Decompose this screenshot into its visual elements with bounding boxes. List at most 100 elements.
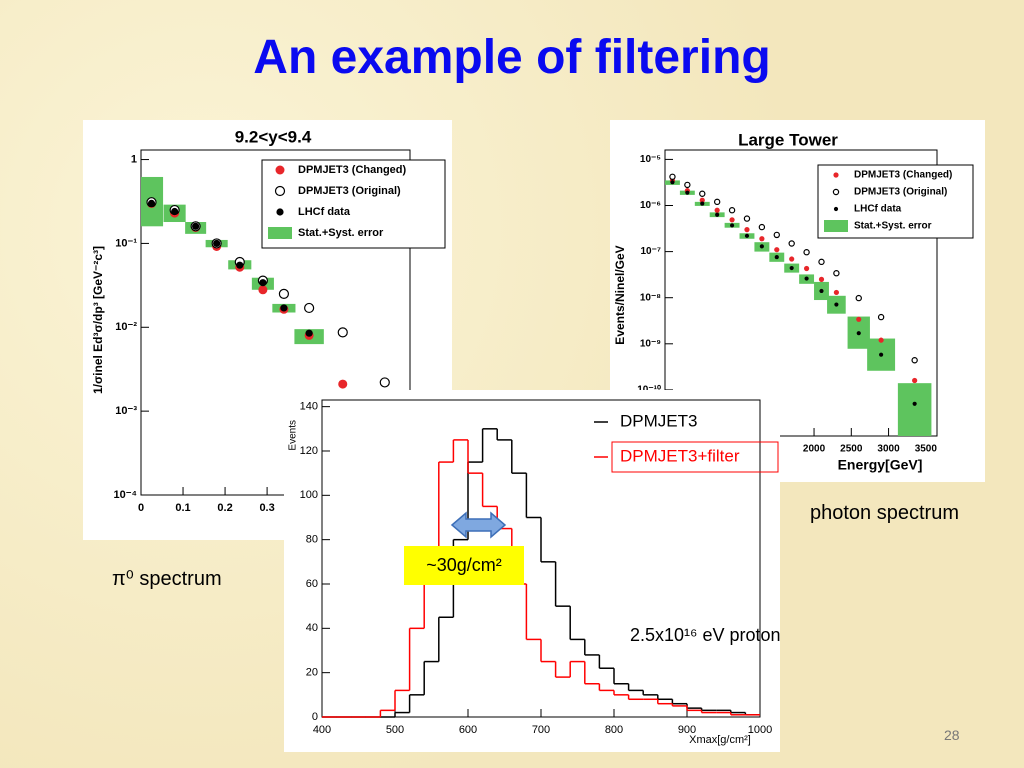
marker (715, 212, 720, 217)
marker (878, 337, 884, 343)
y-axis-label: Events/Ninel/GeV (613, 245, 627, 344)
x-axis-label: Xmax[g/cm²] (689, 734, 751, 746)
marker (759, 236, 765, 242)
plot-frame (664, 149, 938, 437)
legend-label: LHCf data (298, 206, 351, 218)
plot-frame (140, 149, 411, 496)
marker (258, 285, 268, 295)
x-tick-label: 0.2 (217, 502, 232, 514)
marker (856, 316, 862, 322)
legend-marker (833, 206, 839, 212)
legend-marker (276, 208, 284, 216)
error-box (897, 383, 932, 436)
marker (833, 289, 839, 296)
y-tick-label: 20 (306, 667, 318, 679)
marker (213, 239, 221, 248)
x-tick-label: 400 (313, 724, 331, 736)
marker (774, 247, 780, 253)
marker (685, 190, 690, 195)
caption: π⁰ spectrum (112, 568, 222, 590)
y-tick-label: 120 (300, 445, 318, 457)
marker (700, 201, 705, 206)
x-tick-label: 2500 (840, 444, 863, 455)
y-tick-label: 10⁻² (115, 321, 137, 333)
marker (774, 255, 779, 260)
y-tick-label: 60 (306, 578, 318, 590)
y-tick-label: 10⁻⁵ (640, 154, 661, 165)
legend-swatch (268, 227, 292, 239)
marker (147, 199, 156, 208)
x-tick-label: 700 (532, 724, 550, 736)
marker (259, 279, 267, 287)
legend-label: DPMJET3 (Original) (854, 187, 947, 198)
marker (699, 190, 706, 197)
marker (834, 302, 839, 307)
chart-title: 9.2<y<9.4 (235, 127, 312, 146)
x-tick-label: 1000 (748, 724, 772, 736)
x-tick-label: 500 (386, 724, 404, 736)
marker (338, 379, 348, 389)
legend-label: Stat.+Syst. error (854, 221, 932, 232)
range-arrow (450, 511, 507, 539)
marker (304, 302, 315, 314)
caption: photon spectrum (810, 502, 959, 524)
annotation-box (404, 546, 524, 585)
y-axis-label: Events (288, 420, 299, 451)
marker (379, 377, 390, 388)
x-tick-label: 3500 (915, 444, 938, 455)
marker (819, 288, 824, 294)
x-tick-label: 900 (678, 724, 696, 736)
marker (788, 240, 795, 247)
marker (773, 231, 780, 239)
marker (856, 331, 861, 336)
marker (743, 215, 751, 222)
legend-marker (275, 165, 285, 175)
marker (192, 222, 200, 230)
legend-marker (832, 188, 840, 196)
marker (744, 227, 750, 233)
x-tick-label: 0 (138, 502, 144, 514)
marker (714, 207, 720, 213)
x-tick-label: 2000 (803, 444, 826, 455)
marker (804, 276, 809, 281)
y-tick-label: 10⁻¹ (115, 237, 137, 249)
marker (713, 198, 721, 206)
y-tick-label: 10⁻⁴ (114, 489, 137, 501)
marker (912, 401, 917, 406)
marker (280, 304, 288, 312)
legend-label: LHCf data (854, 204, 902, 215)
y-tick-label: 10⁻⁹ (640, 338, 661, 349)
x-axis-label: Energy[GeV] (838, 457, 923, 473)
y-tick-label: 10⁻³ (115, 405, 137, 417)
marker (833, 270, 840, 277)
y-tick-label: 1 (131, 153, 137, 165)
marker (911, 357, 918, 364)
marker (877, 313, 885, 321)
page-number: 28 (944, 727, 960, 743)
y-axis-label: 1/σinel Ed³σ/dp³ [GeV⁻²c³] (91, 246, 105, 394)
chart: 9.2<y<9.4 1/σinel Ed³σ/dp³ [GeV⁻²c³] 10⁻⁴ 1… (83, 120, 452, 540)
legend-label: DPMJET3 (620, 411, 697, 430)
marker (669, 173, 676, 180)
marker (305, 329, 313, 337)
marker (789, 265, 794, 271)
marker (789, 256, 795, 262)
marker (670, 180, 675, 185)
marker (236, 261, 244, 269)
x-tick-label: 800 (605, 724, 623, 736)
legend-label: Stat.+Syst. error (298, 227, 384, 239)
marker (278, 288, 290, 300)
marker (729, 223, 735, 228)
annotation: ~30g/cm² (426, 555, 502, 575)
marker (912, 377, 918, 384)
x-tick-label: 0.1 (175, 502, 190, 514)
chart: Events Xmax[g/cm²] 0 20 40 60 80 100 120 140 400 50… (284, 390, 780, 752)
legend-label: DPMJET3 (Changed) (854, 170, 952, 181)
marker (744, 233, 750, 238)
legend-marker (833, 172, 839, 178)
slide-title: An example of filtering (253, 31, 771, 84)
annotation: 2.5x10¹⁶ eV proton (630, 625, 780, 645)
legend-swatch (824, 220, 848, 232)
legend-frame (261, 159, 446, 249)
